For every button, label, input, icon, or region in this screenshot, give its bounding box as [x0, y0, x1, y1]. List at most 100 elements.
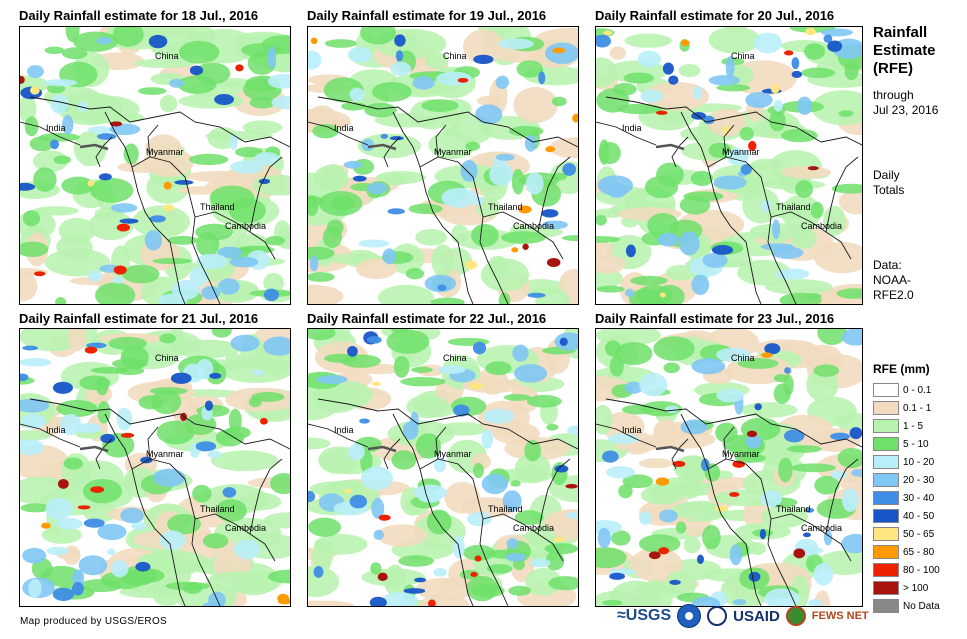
- side-title-line2: Estimate: [873, 42, 936, 59]
- map-label-china: China: [155, 353, 179, 363]
- map-label-thailand: Thailand: [200, 202, 235, 212]
- map-svg-2: China India Myanmar Thailand Cambodia: [308, 27, 578, 304]
- legend-label: 20 - 30: [903, 474, 935, 486]
- fews-seal-icon: [785, 606, 806, 626]
- legend-swatch: [873, 419, 899, 433]
- legend-label: 5 - 10: [903, 438, 929, 450]
- map-label-thailand: Thailand: [776, 504, 811, 514]
- panel-title-2: Daily Rainfall estimate for 19 Jul., 201…: [307, 8, 547, 23]
- map-svg-4: China India Myanmar Thailand Cambodia: [20, 329, 290, 606]
- rainfall-map-4: China India Myanmar Thailand Cambodia: [19, 328, 291, 607]
- legend-swatch: [873, 383, 899, 397]
- side-title-line3: (RFE): [873, 60, 913, 77]
- totals-line1: Daily: [873, 168, 900, 182]
- data-line2: NOAA-: [873, 273, 912, 287]
- rainfall-map-1: China India Myanmar Thailand Cambodia: [19, 26, 291, 305]
- map-label-china: China: [731, 51, 755, 61]
- legend-item: 20 - 30: [873, 471, 940, 489]
- legend-swatch: [873, 491, 899, 505]
- legend-swatch: [873, 599, 899, 613]
- map-svg-5: China India Myanmar Thailand Cambodia: [308, 329, 578, 606]
- map-label-myanmar: Myanmar: [146, 449, 184, 459]
- data-source: Data: NOAA- RFE2.0: [873, 258, 963, 303]
- map-svg-3: China India Myanmar Thailand Cambodia: [596, 27, 862, 304]
- map-label-myanmar: Myanmar: [434, 449, 472, 459]
- legend-item: 10 - 20: [873, 453, 940, 471]
- usaid-seal-icon: [707, 606, 728, 626]
- legend-swatch: [873, 581, 899, 595]
- legend-swatch: [873, 437, 899, 451]
- panel-title-4: Daily Rainfall estimate for 21 Jul., 201…: [19, 311, 259, 326]
- rainfall-map-3: China India Myanmar Thailand Cambodia: [595, 26, 863, 305]
- legend-swatch: [873, 545, 899, 559]
- map-label-cambodia: Cambodia: [513, 523, 554, 533]
- map-label-china: China: [155, 51, 179, 61]
- panel-title-3: Daily Rainfall estimate for 20 Jul., 201…: [595, 8, 835, 23]
- map-label-thailand: Thailand: [776, 202, 811, 212]
- credit-text: Map produced by USGS/EROS: [20, 616, 168, 627]
- legend-swatch: [873, 455, 899, 469]
- panel-title-1: Daily Rainfall estimate for 18 Jul., 201…: [19, 8, 259, 23]
- legend-label: 30 - 40: [903, 492, 935, 504]
- legend-label: 50 - 65: [903, 528, 935, 540]
- map-svg-6: China India Myanmar Thailand Cambodia: [596, 329, 862, 606]
- legend-item: 80 - 100: [873, 561, 940, 579]
- map-svg-1: China India Myanmar Thailand Cambodia: [20, 27, 290, 304]
- map-label-thailand: Thailand: [488, 504, 523, 514]
- legend-swatch: [873, 473, 899, 487]
- data-line3: RFE2.0: [873, 288, 914, 302]
- logo-strip: ≈USGS USAID FEWS NET: [617, 604, 869, 628]
- legend-item: 5 - 10: [873, 435, 940, 453]
- legend-item: 40 - 50: [873, 507, 940, 525]
- rainfall-map-6: China India Myanmar Thailand Cambodia: [595, 328, 863, 607]
- map-label-india: India: [622, 123, 642, 133]
- legend-swatch: [873, 509, 899, 523]
- legend-swatch: [873, 401, 899, 415]
- map-label-india: India: [334, 123, 354, 133]
- panel-title-5: Daily Rainfall estimate for 22 Jul., 201…: [307, 311, 547, 326]
- through-line2: Jul 23, 2016: [873, 103, 939, 117]
- side-title: Rainfall Estimate (RFE): [873, 24, 963, 78]
- legend-label: 10 - 20: [903, 456, 935, 468]
- map-label-cambodia: Cambodia: [513, 221, 554, 231]
- map-label-cambodia: Cambodia: [801, 523, 842, 533]
- legend-label: 0 - 0.1: [903, 384, 932, 396]
- daily-totals: Daily Totals: [873, 168, 963, 198]
- legend-item: > 100: [873, 579, 940, 597]
- legend-item: No Data: [873, 597, 940, 615]
- legend-swatch: [873, 527, 899, 541]
- noaa-logo-icon: [677, 604, 702, 628]
- legend-label: 0.1 - 1: [903, 402, 932, 414]
- totals-line2: Totals: [873, 183, 905, 197]
- legend: 0 - 0.1 0.1 - 1 1 - 5 5 - 10 10 - 20 20 - 30 3…: [873, 381, 940, 615]
- map-label-china: China: [731, 353, 755, 363]
- rainfall-map-5: China India Myanmar Thailand Cambodia: [307, 328, 579, 607]
- through-date: through Jul 23, 2016: [873, 88, 963, 118]
- map-label-thailand: Thailand: [200, 504, 235, 514]
- fews-net-logo: FEWS NET: [811, 610, 869, 622]
- legend-label: 65 - 80: [903, 546, 935, 558]
- map-label-myanmar: Myanmar: [434, 147, 472, 157]
- legend-item: 65 - 80: [873, 543, 940, 561]
- panel-title-6: Daily Rainfall estimate for 23 Jul., 201…: [595, 311, 835, 326]
- map-label-myanmar: Myanmar: [722, 449, 760, 459]
- map-label-cambodia: Cambodia: [801, 221, 842, 231]
- legend-label: 1 - 5: [903, 420, 924, 432]
- legend-item: 30 - 40: [873, 489, 940, 507]
- map-label-china: China: [443, 353, 467, 363]
- legend-item: 0 - 0.1: [873, 381, 940, 399]
- usgs-logo: ≈USGS: [617, 607, 672, 624]
- legend-title: RFE (mm): [873, 362, 930, 376]
- map-label-india: India: [46, 123, 66, 133]
- through-line1: through: [873, 88, 914, 102]
- legend-item: 50 - 65: [873, 525, 940, 543]
- map-label-india: India: [46, 425, 66, 435]
- map-label-myanmar: Myanmar: [146, 147, 184, 157]
- map-label-india: India: [622, 425, 642, 435]
- legend-label: 40 - 50: [903, 510, 935, 522]
- map-label-china: China: [443, 51, 467, 61]
- map-label-cambodia: Cambodia: [225, 221, 266, 231]
- legend-label: 80 - 100: [903, 564, 940, 576]
- legend-item: 0.1 - 1: [873, 399, 940, 417]
- rainfall-map-2: China India Myanmar Thailand Cambodia: [307, 26, 579, 305]
